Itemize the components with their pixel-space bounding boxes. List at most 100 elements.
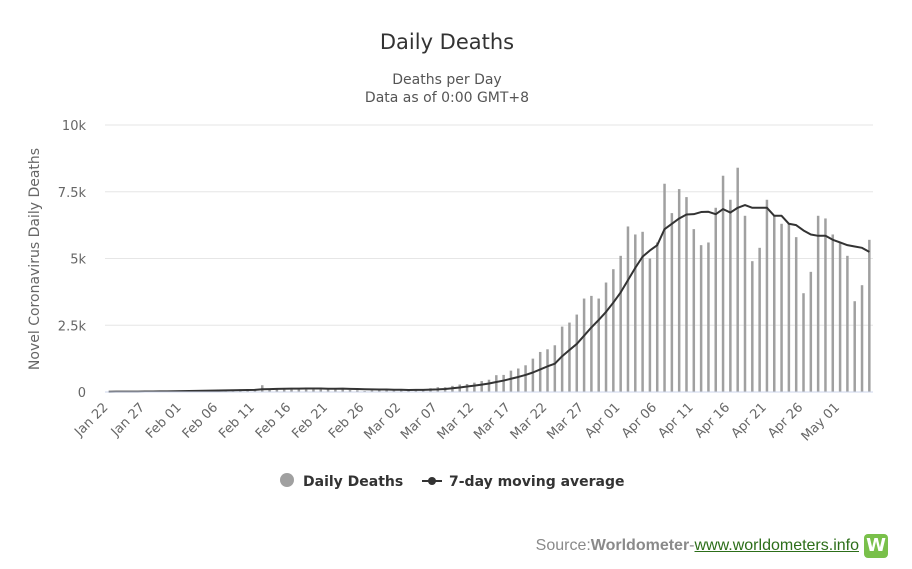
daily-deaths-bar[interactable]	[546, 349, 549, 392]
daily-deaths-bar[interactable]	[809, 271, 813, 392]
daily-deaths-bar[interactable]	[824, 218, 827, 392]
legend-label-daily-deaths: Daily Deaths	[303, 474, 403, 490]
daily-deaths-bar[interactable]	[743, 215, 747, 392]
daily-deaths-bar[interactable]	[407, 390, 410, 392]
x-tick-label: Feb 11	[216, 400, 258, 442]
daily-deaths-bar[interactable]	[612, 269, 615, 392]
daily-deaths-bar[interactable]	[290, 389, 293, 392]
x-tick-label: Mar 12	[435, 400, 478, 443]
daily-deaths-bar[interactable]	[326, 389, 330, 392]
daily-deaths-bar[interactable]	[619, 255, 622, 392]
daily-deaths-bar[interactable]	[268, 388, 271, 392]
daily-deaths-bar[interactable]	[634, 234, 637, 392]
daily-deaths-bar[interactable]	[356, 390, 359, 392]
daily-deaths-bar[interactable]	[517, 368, 520, 393]
daily-deaths-bar[interactable]	[590, 295, 593, 392]
daily-deaths-bar[interactable]	[641, 231, 644, 392]
daily-deaths-bar[interactable]	[275, 388, 279, 392]
x-tick-label: Feb 26	[326, 400, 368, 442]
daily-deaths-bar[interactable]	[685, 197, 688, 392]
daily-deaths-bar[interactable]	[473, 382, 476, 392]
daily-deaths-bar[interactable]	[802, 293, 805, 392]
daily-deaths-bar[interactable]	[524, 365, 527, 392]
moving-average-line[interactable]	[108, 204, 870, 393]
daily-deaths-bar[interactable]	[699, 245, 703, 392]
daily-deaths-bar[interactable]	[816, 215, 820, 392]
daily-deaths-bar[interactable]	[692, 229, 696, 392]
chart-subtitle-line-2: Data as of 0:00 GMT+8	[365, 90, 529, 106]
x-tick-label: Mar 22	[508, 400, 551, 443]
y-tick-label: 0	[78, 386, 86, 401]
daily-deaths-bar[interactable]	[560, 326, 564, 392]
daily-deaths-bar[interactable]	[370, 390, 374, 392]
daily-deaths-bar[interactable]	[582, 298, 586, 392]
daily-deaths-bar[interactable]	[509, 370, 513, 392]
daily-deaths-bar[interactable]	[677, 189, 681, 392]
daily-deaths-bar[interactable]	[319, 388, 323, 392]
daily-deaths-bar[interactable]	[502, 374, 505, 392]
daily-deaths-bar[interactable]	[765, 199, 769, 392]
legend-item-daily-deaths[interactable]: Daily Deaths	[280, 473, 403, 490]
daily-deaths-bar[interactable]	[794, 237, 798, 392]
daily-deaths-bar[interactable]	[860, 285, 864, 392]
daily-deaths-bar[interactable]	[385, 390, 388, 392]
daily-deaths-bar[interactable]	[707, 242, 710, 392]
daily-deaths-bar[interactable]	[480, 381, 483, 392]
daily-deaths-bar[interactable]	[838, 242, 842, 392]
daily-deaths-bar[interactable]	[626, 226, 630, 392]
daily-deaths-bar[interactable]	[575, 314, 579, 392]
daily-deaths-bar[interactable]	[297, 389, 301, 392]
daily-deaths-bar[interactable]	[538, 351, 542, 392]
y-tick-label: 10k	[62, 119, 87, 134]
daily-deaths-bar[interactable]	[399, 390, 403, 392]
daily-deaths-bar[interactable]	[721, 175, 725, 392]
daily-deaths-bar[interactable]	[663, 183, 666, 392]
daily-deaths-bar[interactable]	[531, 358, 535, 393]
x-tick-label: May 01	[799, 400, 843, 444]
worldometers-link[interactable]: www.worldometers.info	[694, 537, 860, 554]
x-tick-label: Mar 07	[398, 400, 441, 443]
daily-deaths-bar[interactable]	[751, 261, 754, 392]
daily-deaths-bar[interactable]	[597, 298, 600, 392]
daily-deaths-bar[interactable]	[729, 199, 732, 392]
x-tick-label: Jan 27	[108, 400, 148, 440]
daily-deaths-bar[interactable]	[868, 239, 871, 392]
daily-deaths-bar[interactable]	[714, 207, 717, 392]
daily-deaths-bar[interactable]	[648, 258, 652, 393]
daily-deaths-bar[interactable]	[334, 389, 337, 392]
daily-deaths-bar[interactable]	[655, 242, 659, 392]
daily-deaths-bar[interactable]	[780, 223, 783, 392]
daily-deaths-bar[interactable]	[773, 215, 776, 392]
legend: Daily Deaths 7-day moving average	[280, 473, 625, 490]
daily-deaths-bar[interactable]	[758, 247, 761, 392]
daily-deaths-bar[interactable]	[568, 322, 571, 392]
daily-deaths-bars	[107, 167, 871, 393]
daily-deaths-bar[interactable]	[341, 388, 344, 392]
worldometer-logo-icon: W	[864, 534, 888, 558]
daily-deaths-bar[interactable]	[553, 345, 557, 392]
daily-deaths-bar[interactable]	[853, 301, 856, 392]
chart-title: Daily Deaths	[380, 30, 514, 54]
daily-deaths-bar[interactable]	[392, 390, 396, 392]
legend-item-moving-average[interactable]: 7-day moving average	[422, 474, 625, 490]
daily-deaths-bar[interactable]	[495, 375, 498, 392]
daily-deaths-bar[interactable]	[604, 282, 608, 392]
daily-deaths-bar[interactable]	[736, 167, 739, 392]
daily-deaths-bar[interactable]	[787, 223, 791, 392]
daily-deaths-bar[interactable]	[846, 255, 849, 392]
daily-deaths-bar[interactable]	[312, 388, 315, 392]
x-tick-label: Mar 17	[471, 400, 514, 443]
daily-deaths-bar[interactable]	[304, 388, 308, 392]
daily-deaths-bar[interactable]	[670, 213, 674, 392]
y-gridlines	[105, 124, 873, 326]
daily-deaths-bar[interactable]	[378, 390, 381, 392]
credits-separator: -	[689, 537, 695, 554]
daily-deaths-bar[interactable]	[282, 388, 286, 392]
daily-deaths-bar[interactable]	[348, 390, 352, 392]
daily-deaths-bar[interactable]	[831, 234, 835, 392]
y-axis-title: Novel Coronavirus Daily Deaths	[27, 148, 43, 370]
x-tick-label: Apr 11	[655, 400, 696, 441]
daily-deaths-bar[interactable]	[465, 383, 469, 392]
daily-deaths-bar[interactable]	[487, 379, 491, 392]
legend-line-marker-icon	[428, 477, 436, 485]
